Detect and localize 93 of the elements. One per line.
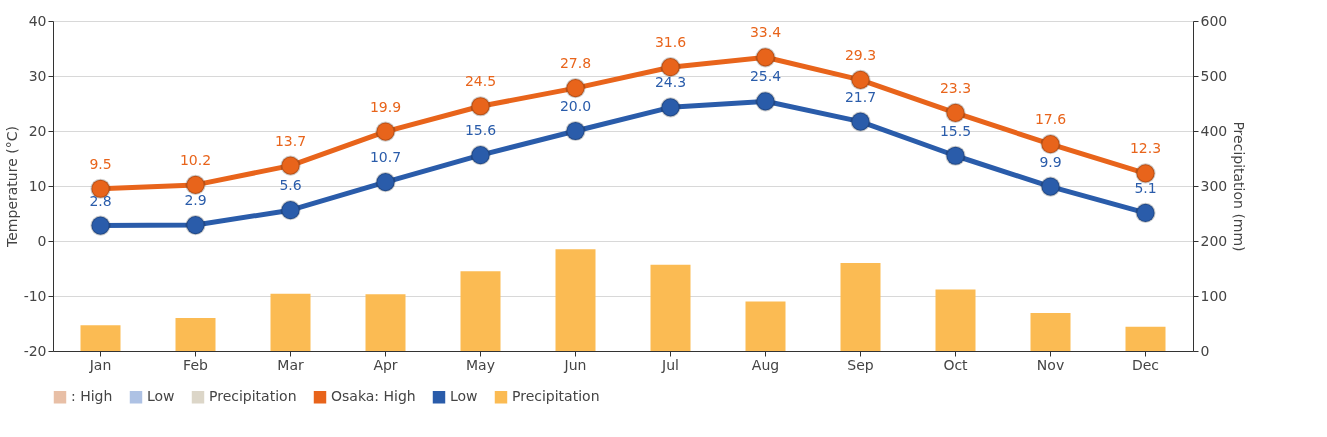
x-tick-label: Aug <box>751 356 780 373</box>
data-label: 13.7 <box>274 132 307 149</box>
bar <box>1030 313 1071 351</box>
legend-label: Osaka: High <box>331 388 416 405</box>
bar <box>175 318 216 351</box>
point <box>375 172 396 193</box>
point <box>470 145 491 166</box>
point <box>660 57 681 78</box>
point <box>945 145 966 166</box>
y2-tick-label: 200 <box>1200 232 1228 249</box>
point <box>280 155 301 176</box>
bar <box>555 249 596 351</box>
y2-tick-label: 300 <box>1200 177 1228 194</box>
bar <box>840 263 881 351</box>
data-label: 15.6 <box>464 122 497 139</box>
data-label: 5.6 <box>279 177 302 194</box>
y-tick-label: 40 <box>28 12 47 29</box>
bar <box>365 294 406 351</box>
y-tick-label: -20 <box>23 342 47 359</box>
x-tick-label: May <box>466 356 495 373</box>
point <box>90 215 111 236</box>
data-label: 33.4 <box>749 24 782 41</box>
y2-tick-label: 400 <box>1200 122 1228 139</box>
x-tick-label: Feb <box>183 356 208 373</box>
bar <box>460 271 501 351</box>
data-label: 2.8 <box>89 192 112 209</box>
bar <box>745 301 786 351</box>
point <box>850 69 871 90</box>
legend-label: Precipitation <box>512 388 600 405</box>
data-label: 20.0 <box>559 98 592 114</box>
y2-tick-label: 500 <box>1200 67 1228 84</box>
data-label: 27.8 <box>559 55 592 72</box>
point <box>565 120 586 142</box>
y-axis-title: Temperature (°C) <box>3 126 20 248</box>
data-label: 23.3 <box>939 79 972 96</box>
point <box>660 97 681 118</box>
x-tick-label: Apr <box>373 356 398 373</box>
point <box>1135 163 1156 184</box>
y-tick-label: 0 <box>37 232 47 249</box>
x-tick-label: Nov <box>1036 356 1065 373</box>
data-label: 12.3 <box>1129 140 1162 157</box>
bar <box>935 289 976 351</box>
legend-label: Precipitation <box>209 388 297 405</box>
x-tick-label: Jun <box>563 356 587 373</box>
point <box>185 174 206 195</box>
point <box>945 102 966 123</box>
point <box>1040 134 1061 155</box>
bar <box>1125 326 1166 351</box>
point <box>1135 202 1156 224</box>
data-label: 9.9 <box>1039 153 1062 170</box>
data-label: 24.3 <box>654 74 687 91</box>
legend-label: : High <box>71 388 113 405</box>
bar <box>650 264 691 351</box>
x-tick-label: Jan <box>88 356 112 373</box>
data-label: 29.3 <box>844 46 877 63</box>
point <box>280 200 301 221</box>
legend-label: Low <box>147 388 175 405</box>
data-label: 5.1 <box>1134 179 1157 196</box>
y2-tick-label: 0 <box>1200 342 1210 359</box>
y2-tick-label: 600 <box>1200 12 1228 29</box>
point <box>850 111 871 132</box>
y-tick-label: 30 <box>28 67 47 84</box>
y2-axis-title: Precipitation (mm) <box>1231 121 1248 252</box>
data-label: 31.6 <box>654 34 687 51</box>
data-label: 17.6 <box>1034 111 1067 128</box>
data-label: 10.7 <box>369 149 402 166</box>
point <box>375 121 396 142</box>
bar <box>80 325 121 351</box>
data-label: 19.9 <box>369 98 402 115</box>
data-label: 15.5 <box>939 122 972 139</box>
legend-label: Low <box>450 388 478 405</box>
point <box>755 91 776 112</box>
x-tick-label: Dec <box>1131 356 1160 373</box>
data-label: 25.4 <box>749 68 782 85</box>
bar <box>270 293 311 351</box>
x-tick-label: Sep <box>847 356 874 373</box>
point <box>565 78 586 99</box>
point <box>185 214 206 236</box>
y-tick-label: -10 <box>23 287 47 304</box>
x-tick-label: Jul <box>661 356 679 373</box>
point <box>1040 176 1061 197</box>
y-tick-label: 10 <box>28 177 47 194</box>
data-label: 9.5 <box>89 155 112 172</box>
y-tick-label: 20 <box>28 122 47 139</box>
data-label: 21.7 <box>844 88 877 105</box>
x-tick-label: Oct <box>943 356 969 373</box>
data-label: 2.9 <box>184 192 207 209</box>
data-label: 10.2 <box>179 151 212 168</box>
data-label: 24.5 <box>464 73 497 90</box>
y2-tick-label: 100 <box>1200 287 1228 304</box>
point <box>755 47 776 68</box>
x-tick-label: Mar <box>277 356 304 373</box>
point <box>470 96 491 117</box>
